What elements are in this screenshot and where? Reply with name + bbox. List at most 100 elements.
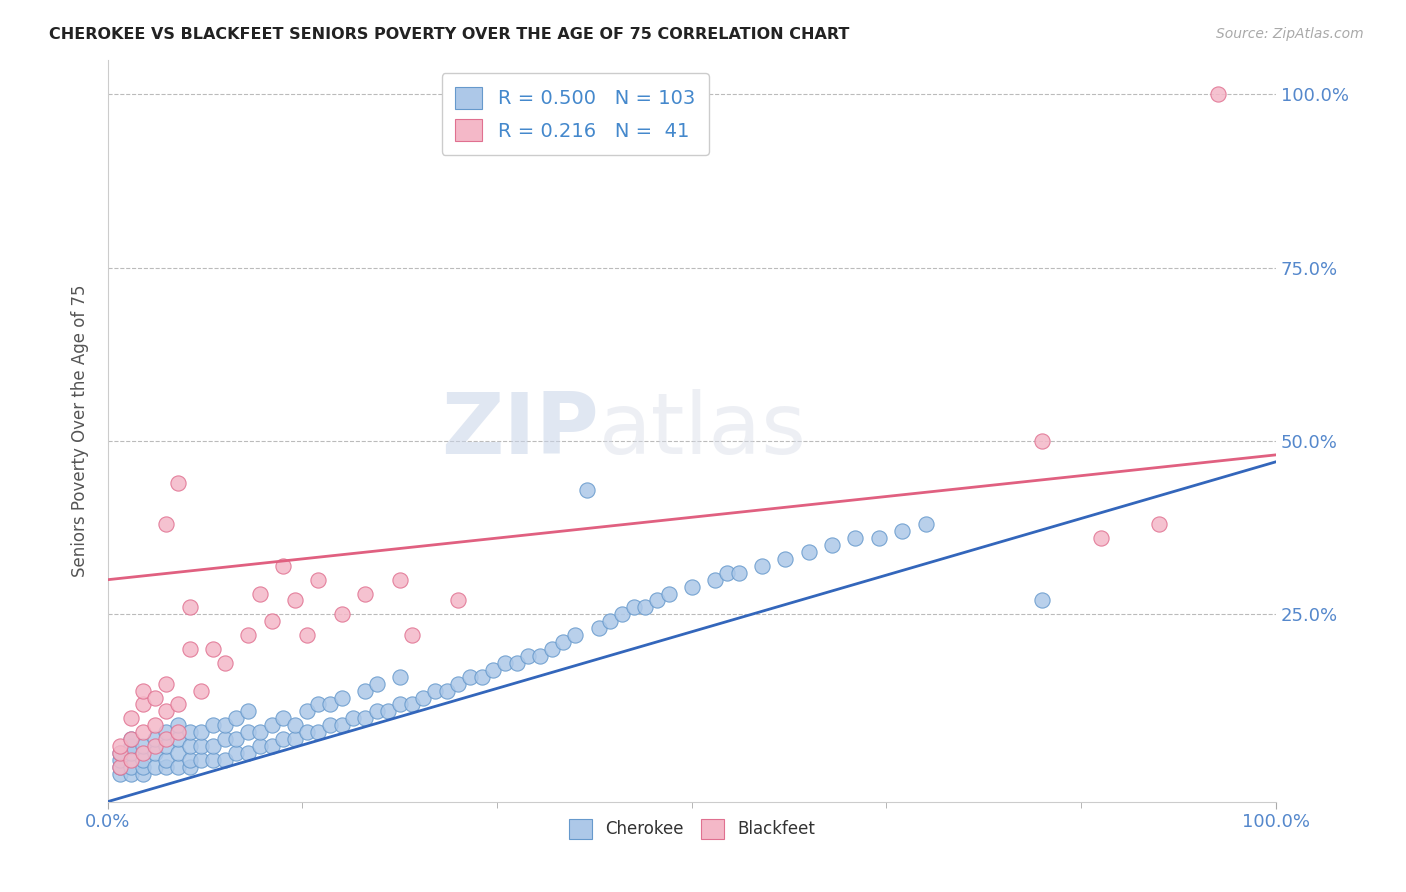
Point bbox=[143, 739, 166, 753]
Point bbox=[155, 732, 177, 747]
Point bbox=[132, 746, 155, 760]
Point bbox=[108, 739, 131, 753]
Point bbox=[330, 718, 353, 732]
Point bbox=[120, 746, 142, 760]
Point bbox=[132, 753, 155, 767]
Point bbox=[1090, 531, 1112, 545]
Text: ZIP: ZIP bbox=[441, 389, 599, 472]
Point bbox=[914, 517, 936, 532]
Point bbox=[202, 718, 225, 732]
Point bbox=[354, 683, 377, 698]
Point bbox=[564, 628, 586, 642]
Point bbox=[214, 718, 236, 732]
Point bbox=[120, 732, 142, 747]
Point bbox=[202, 642, 225, 657]
Point bbox=[167, 475, 190, 490]
Point bbox=[202, 739, 225, 753]
Point bbox=[155, 739, 177, 753]
Point bbox=[354, 711, 377, 725]
Point bbox=[599, 615, 621, 629]
Point bbox=[167, 732, 190, 747]
Point bbox=[388, 573, 411, 587]
Point bbox=[330, 690, 353, 705]
Point bbox=[284, 718, 307, 732]
Point bbox=[307, 698, 329, 712]
Point bbox=[423, 683, 446, 698]
Text: atlas: atlas bbox=[599, 389, 807, 472]
Point bbox=[120, 732, 142, 747]
Point bbox=[797, 545, 820, 559]
Point bbox=[236, 746, 259, 760]
Point bbox=[179, 739, 201, 753]
Point bbox=[716, 566, 738, 580]
Point bbox=[366, 676, 388, 690]
Point bbox=[143, 690, 166, 705]
Point bbox=[295, 628, 318, 642]
Point bbox=[179, 753, 201, 767]
Point bbox=[377, 705, 399, 719]
Point bbox=[132, 683, 155, 698]
Point bbox=[132, 767, 155, 781]
Point bbox=[214, 753, 236, 767]
Point bbox=[249, 725, 271, 739]
Point bbox=[658, 586, 681, 600]
Point bbox=[108, 746, 131, 760]
Point bbox=[540, 642, 562, 657]
Point bbox=[132, 760, 155, 774]
Y-axis label: Seniors Poverty Over the Age of 75: Seniors Poverty Over the Age of 75 bbox=[72, 285, 89, 577]
Point bbox=[179, 725, 201, 739]
Point bbox=[120, 739, 142, 753]
Point bbox=[167, 698, 190, 712]
Point bbox=[236, 628, 259, 642]
Point bbox=[388, 698, 411, 712]
Point bbox=[108, 767, 131, 781]
Point bbox=[143, 760, 166, 774]
Point bbox=[143, 746, 166, 760]
Point bbox=[190, 725, 212, 739]
Point bbox=[295, 705, 318, 719]
Point bbox=[236, 725, 259, 739]
Point bbox=[271, 711, 294, 725]
Point bbox=[634, 600, 657, 615]
Point bbox=[179, 642, 201, 657]
Point bbox=[388, 670, 411, 684]
Point bbox=[132, 739, 155, 753]
Point bbox=[447, 676, 470, 690]
Point bbox=[214, 656, 236, 670]
Point bbox=[342, 711, 364, 725]
Point bbox=[681, 580, 703, 594]
Point bbox=[214, 732, 236, 747]
Legend: Cherokee, Blackfeet: Cherokee, Blackfeet bbox=[562, 813, 823, 846]
Point bbox=[108, 760, 131, 774]
Point bbox=[120, 760, 142, 774]
Point bbox=[1147, 517, 1170, 532]
Point bbox=[108, 746, 131, 760]
Point bbox=[529, 648, 551, 663]
Point bbox=[319, 718, 342, 732]
Point bbox=[1206, 87, 1229, 102]
Point bbox=[623, 600, 645, 615]
Point bbox=[868, 531, 890, 545]
Point bbox=[401, 628, 423, 642]
Point bbox=[284, 732, 307, 747]
Point bbox=[225, 746, 247, 760]
Point bbox=[447, 593, 470, 607]
Point bbox=[330, 607, 353, 622]
Point bbox=[844, 531, 866, 545]
Point bbox=[202, 753, 225, 767]
Point bbox=[284, 593, 307, 607]
Point bbox=[260, 615, 283, 629]
Point bbox=[179, 760, 201, 774]
Point bbox=[471, 670, 494, 684]
Point bbox=[751, 558, 773, 573]
Point bbox=[190, 739, 212, 753]
Point bbox=[155, 753, 177, 767]
Point bbox=[295, 725, 318, 739]
Text: Source: ZipAtlas.com: Source: ZipAtlas.com bbox=[1216, 27, 1364, 41]
Point bbox=[155, 676, 177, 690]
Point bbox=[108, 760, 131, 774]
Point bbox=[143, 732, 166, 747]
Point bbox=[366, 705, 388, 719]
Point bbox=[249, 739, 271, 753]
Point bbox=[704, 573, 727, 587]
